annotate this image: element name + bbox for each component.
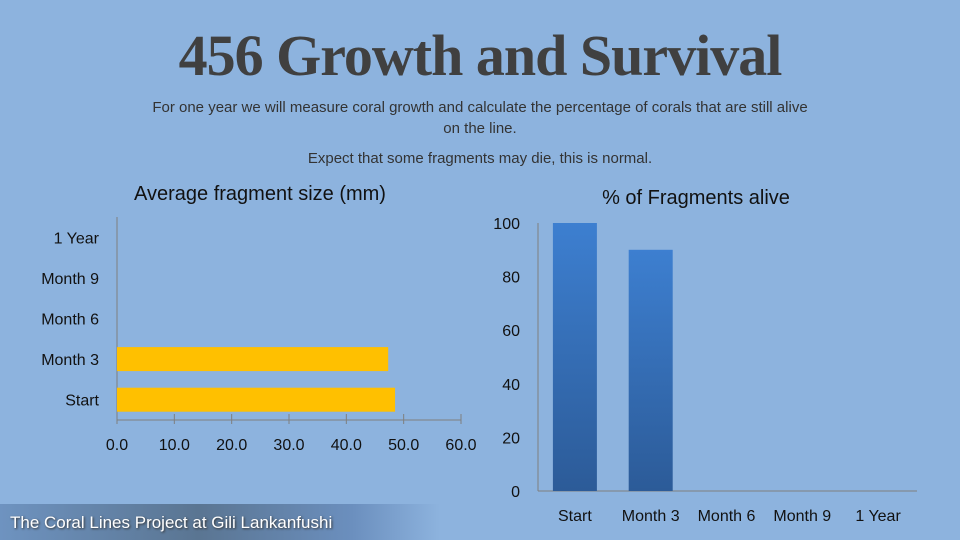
chart1-x-tick-label: 20.0 [216,437,247,454]
chart1-x-tick-label: 50.0 [388,437,419,454]
chart2-category-label: 1 Year [855,508,901,525]
chart1-x-tick-label: 30.0 [273,437,304,454]
page-title: 456 Growth and Survival [178,23,783,88]
chart1-x-tick-label: 40.0 [331,437,362,454]
chart1-category-label: Month 9 [41,271,99,288]
chart1-category-label: Month 3 [41,352,99,369]
chart1-title: Average fragment size (mm) [134,183,386,205]
chart1-category-label: 1 Year [54,230,100,247]
chart1-bar [117,347,389,372]
chart2-y-tick-label: 20 [502,430,520,447]
chart1-x-tick-label: 10.0 [159,437,190,454]
chart2-y-tick-label: 40 [502,377,520,394]
chart1-category-label: Month 6 [41,312,99,329]
chart2-category-label: Month 9 [773,508,831,525]
subtitle-description: For one year we will measure coral growt… [152,99,808,137]
chart2-y-tick-label: 80 [502,270,520,287]
chart1-x-tick-label: 60.0 [445,437,476,454]
chart2-title: % of Fragments alive [602,187,790,209]
footer-banner: The Coral Lines Project at Gili Lankanfu… [0,504,440,540]
chart2-bar [628,249,673,491]
chart2-category-label: Month 6 [698,508,756,525]
chart1-category-label: Start [65,393,99,410]
chart2-y-tick-label: 60 [502,323,520,340]
chart1-bar [117,387,396,412]
footer-text: The Coral Lines Project at Gili Lankanfu… [10,513,333,532]
chart2-bar [552,223,597,491]
chart2-y-tick-label: 100 [493,216,520,233]
chart2-category-label: Month 3 [622,508,680,525]
chart1-x-tick-label: 0.0 [106,437,128,454]
subtitle-note: Expect that some fragments may die, this… [307,150,653,167]
chart2-y-tick-label: 0 [511,484,520,501]
chart2-category-label: Start [558,508,592,525]
